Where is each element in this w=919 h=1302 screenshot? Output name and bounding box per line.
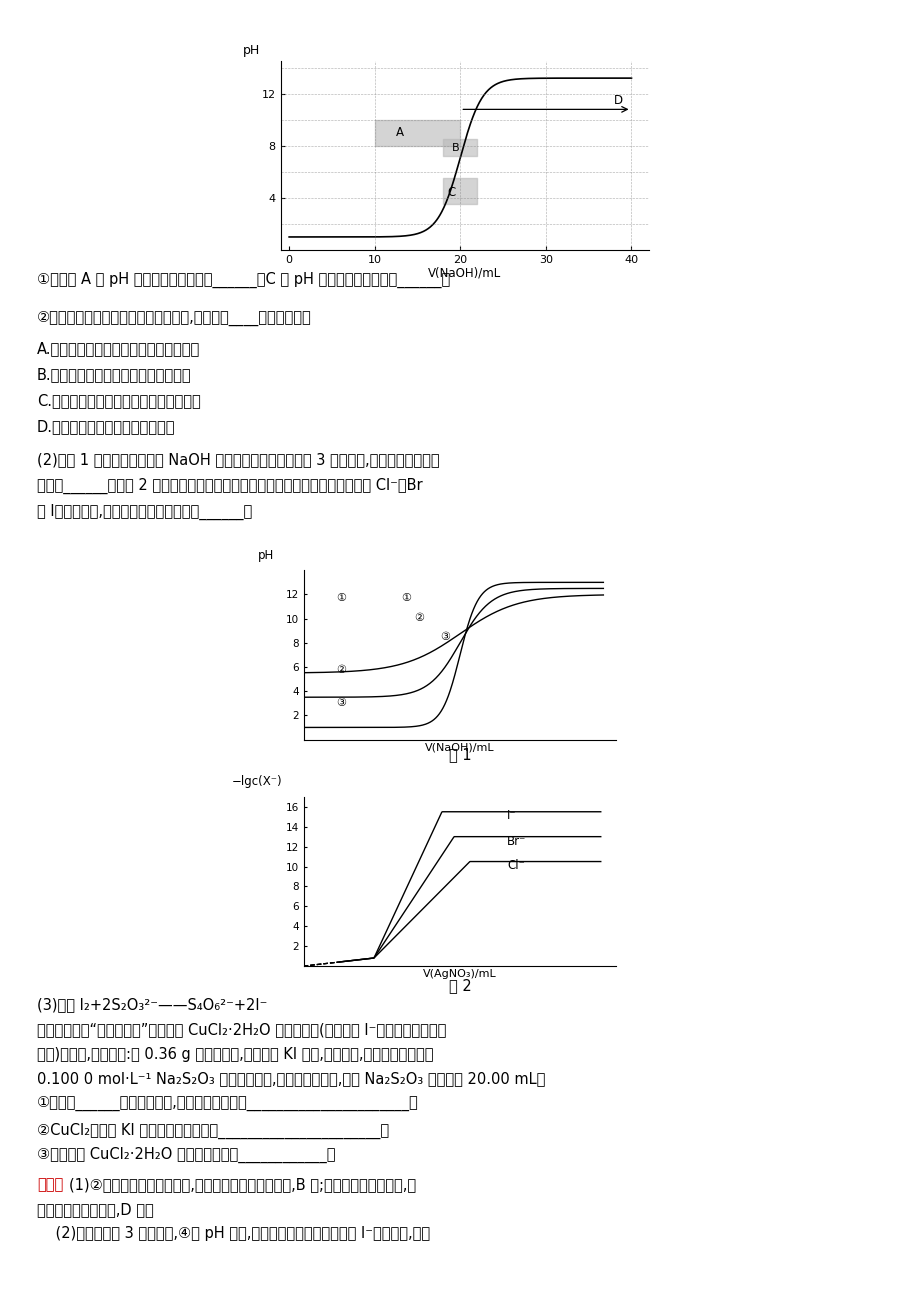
Text: 杂质)的纯度,过程如下:取 0.36 g 试样溶于水,加入过量 KI 固体,充分反应,生成白色沉淠。用: 杂质)的纯度,过程如下:取 0.36 g 试样溶于水,加入过量 KI 固体,充分… [37, 1047, 433, 1062]
Text: ②下列关于上述中和滴定过程中的操作,正确的是____（填序号）。: ②下列关于上述中和滴定过程中的操作,正确的是____（填序号）。 [37, 311, 312, 327]
Y-axis label: −lgc(X⁻): −lgc(X⁻) [231, 776, 282, 788]
Text: 及 I的混合溶液,由图可确定首先沉淠的是______。: 及 I的混合溶液,由图可确定首先沉淠的是______。 [37, 504, 252, 519]
X-axis label: V(NaOH)/mL: V(NaOH)/mL [425, 742, 494, 753]
Text: ①: ① [335, 592, 346, 603]
Text: A.用碱式滴定管量取已知浓度的烧碱溶液: A.用碱式滴定管量取已知浓度的烧碱溶液 [37, 341, 199, 357]
Text: (2)浓度相同的 3 种一元酸,④的 pH 最小,说明酸性最强。沉淠完全后 I⁻浓度最小,说明: (2)浓度相同的 3 种一元酸,④的 pH 最小,说明酸性最强。沉淠完全后 I⁻… [37, 1226, 429, 1242]
Text: ②CuCl₂溶液与 KI 反应的离子方程式为______________________。: ②CuCl₂溶液与 KI 反应的离子方程式为__________________… [37, 1122, 389, 1138]
X-axis label: V(AgNO₃)/mL: V(AgNO₃)/mL [423, 969, 496, 979]
Text: ③: ③ [440, 633, 450, 642]
Text: B.滴定管和锥形瓶都必须用待装液润洗: B.滴定管和锥形瓶都必须用待装液润洗 [37, 367, 191, 383]
Text: 解析：: 解析： [37, 1177, 63, 1193]
Text: ③: ③ [335, 698, 346, 708]
Text: (2)如图 1 表示用相同浓度的 NaOH 溶液分别滴定浓度相同的 3 种一元酸,由图可确定酸性最: (2)如图 1 表示用相同浓度的 NaOH 溶液分别滴定浓度相同的 3 种一元酸… [37, 452, 439, 467]
Text: D.锥形瓶中的待测液可用量筒量取: D.锥形瓶中的待测液可用量筒量取 [37, 419, 176, 435]
Text: Cl⁻: Cl⁻ [506, 858, 524, 871]
Text: ②: ② [335, 665, 346, 674]
Text: ①: ① [401, 592, 411, 603]
Text: A: A [396, 126, 403, 139]
Y-axis label: pH: pH [257, 549, 274, 561]
Text: (1)②考查中和滴定基本常识,锥形瓶不能用待装液润洗,B 错;为保证实验的准确性,待: (1)②考查中和滴定基本常识,锥形瓶不能用待装液润洗,B 错;为保证实验的准确性… [69, 1177, 415, 1193]
Text: 图 2: 图 2 [448, 978, 471, 993]
Text: I⁻: I⁻ [506, 809, 516, 822]
Text: C.滴定中始终注视锥形瓶中溶液颜色变化: C.滴定中始终注视锥形瓶中溶液颜色变化 [37, 393, 200, 409]
Text: ②: ② [414, 613, 424, 624]
Text: 测液不能用量筒量取,D 错。: 测液不能用量筒量取,D 错。 [37, 1202, 153, 1217]
Text: Br⁻: Br⁻ [506, 835, 526, 848]
Text: 图 1: 图 1 [448, 747, 471, 763]
Text: 强的是______。如图 2 表示用相同浓度的硒酸銀标准溶液分别滴定浓度相同的含 Cl⁻、Br: 强的是______。如图 2 表示用相同浓度的硒酸銀标准溶液分别滴定浓度相同的含… [37, 478, 422, 493]
Text: C: C [447, 186, 455, 199]
Text: ①可选用______作滴定指示剂,滴定终点的现象是______________________。: ①可选用______作滴定指示剂,滴定终点的现象是_______________… [37, 1096, 418, 1112]
X-axis label: V(NaOH)/mL: V(NaOH)/mL [427, 266, 501, 279]
Y-axis label: pH: pH [243, 44, 259, 57]
Text: ①在图中 A 的 pH 范围使用的指示剂是______；C 的 pH 范围使用的指示剂是______。: ①在图中 A 的 pH 范围使用的指示剂是______；C 的 pH 范围使用的… [37, 272, 449, 288]
Text: 0.100 0 mol·L⁻¹ Na₂S₂O₃ 标准溶液滴定,到达滴定终点时,消耗 Na₂S₂O₃ 标准溶液 20.00 mL。: 0.100 0 mol·L⁻¹ Na₂S₂O₃ 标准溶液滴定,到达滴定终点时,消… [37, 1072, 545, 1087]
Text: ③该试样中 CuCl₂·2H₂O 的质量百分数为____________。: ③该试样中 CuCl₂·2H₂O 的质量百分数为____________。 [37, 1147, 335, 1163]
Text: B: B [451, 143, 459, 154]
Text: 某学习小组用“间接滴量法”测定含有 CuCl₂·2H₂O 晶体的试样(不含能与 I⁻发生反应的氧化性: 某学习小组用“间接滴量法”测定含有 CuCl₂·2H₂O 晶体的试样(不含能与 … [37, 1022, 446, 1038]
Text: D: D [614, 94, 623, 107]
Text: (3)已知 I₂+2S₂O₃²⁻——S₄O₆²⁻+2I⁻: (3)已知 I₂+2S₂O₃²⁻——S₄O₆²⁻+2I⁻ [37, 997, 267, 1013]
